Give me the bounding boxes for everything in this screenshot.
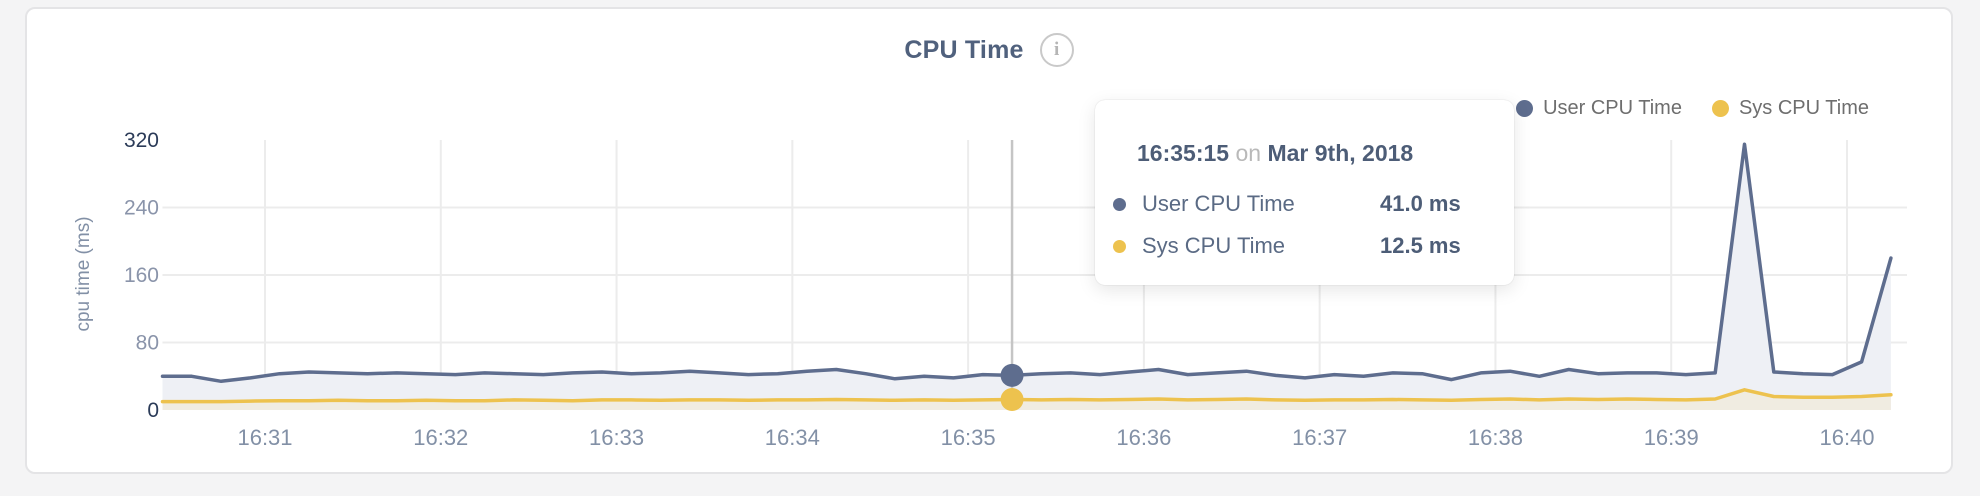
cpu-time-chart[interactable]: 0 80 160 240 320 16:31 16:32 16:33 16:34 16:35 16:… — [27, 9, 1951, 472]
tooltip-header: 16:35:15 on Mar 9th, 2018 — [1137, 140, 1494, 167]
cpu-time-chart-card: 0 80 160 240 320 16:31 16:32 16:33 16:34 16:35 16:… — [25, 7, 1953, 474]
sys-series-dot-icon — [1113, 239, 1126, 253]
tooltip-sys-value: 12.5 ms — [1380, 233, 1461, 258]
y-tick-label: 160 — [124, 264, 159, 287]
user-cpu-area — [162, 144, 1891, 410]
y-axis-label: cpu time (ms) — [73, 216, 94, 332]
tooltip-connector: on — [1235, 140, 1262, 166]
x-tick-label: 16:37 — [1292, 425, 1347, 450]
chart-tooltip: 16:35:15 on Mar 9th, 2018 User CPU Time … — [1095, 100, 1514, 285]
chart-title: CPU Time — [904, 35, 1024, 64]
chart-header: CPU Time i — [27, 33, 1951, 67]
legend: User CPU Time Sys CPU Time — [1516, 97, 1869, 120]
legend-label-user-cpu: User CPU Time — [1543, 97, 1682, 119]
x-tick-label: 16:40 — [1819, 425, 1874, 450]
user-series-dot-icon — [1516, 100, 1534, 117]
x-tick-label: 16:35 — [941, 425, 996, 450]
tooltip-user-value: 41.0 ms — [1380, 191, 1461, 216]
y-tick-label: 80 — [136, 332, 159, 355]
x-tick-label: 16:36 — [1116, 425, 1171, 450]
y-tick-label: 0 — [147, 399, 159, 422]
tooltip-sys-label: Sys CPU Time — [1142, 233, 1286, 258]
x-tick-label: 16:33 — [589, 425, 644, 450]
y-tick-label: 320 — [124, 129, 159, 152]
x-tick-label: 16:34 — [765, 425, 820, 450]
sys-cpu-line — [160, 388, 1893, 404]
sys-highlight-marker — [1000, 387, 1024, 411]
x-tick-label: 16:38 — [1468, 425, 1523, 450]
sys-series-dot-icon — [1711, 100, 1729, 117]
x-tick-label: 16:39 — [1644, 425, 1699, 450]
y-tick-label: 240 — [124, 197, 159, 220]
user-series-dot-icon — [1113, 197, 1126, 211]
tooltip-row-user: User CPU Time 41.0 ms — [1113, 183, 1494, 225]
legend-item-sys-cpu[interactable]: Sys CPU Time — [1711, 97, 1869, 120]
info-icon[interactable]: i — [1039, 33, 1074, 67]
x-tick-label: 16:31 — [237, 425, 292, 450]
tooltip-user-label: User CPU Time — [1142, 191, 1295, 216]
user-cpu-line — [160, 142, 1893, 384]
tooltip-date: Mar 9th, 2018 — [1267, 140, 1414, 166]
user-highlight-marker — [1000, 363, 1024, 387]
tooltip-time: 16:35:15 — [1137, 140, 1230, 166]
tooltip-row-sys: Sys CPU Time 12.5 ms — [1113, 225, 1494, 267]
x-tick-label: 16:32 — [413, 425, 468, 450]
legend-label-sys-cpu: Sys CPU Time — [1738, 97, 1869, 119]
legend-item-user-cpu[interactable]: User CPU Time — [1516, 97, 1682, 120]
